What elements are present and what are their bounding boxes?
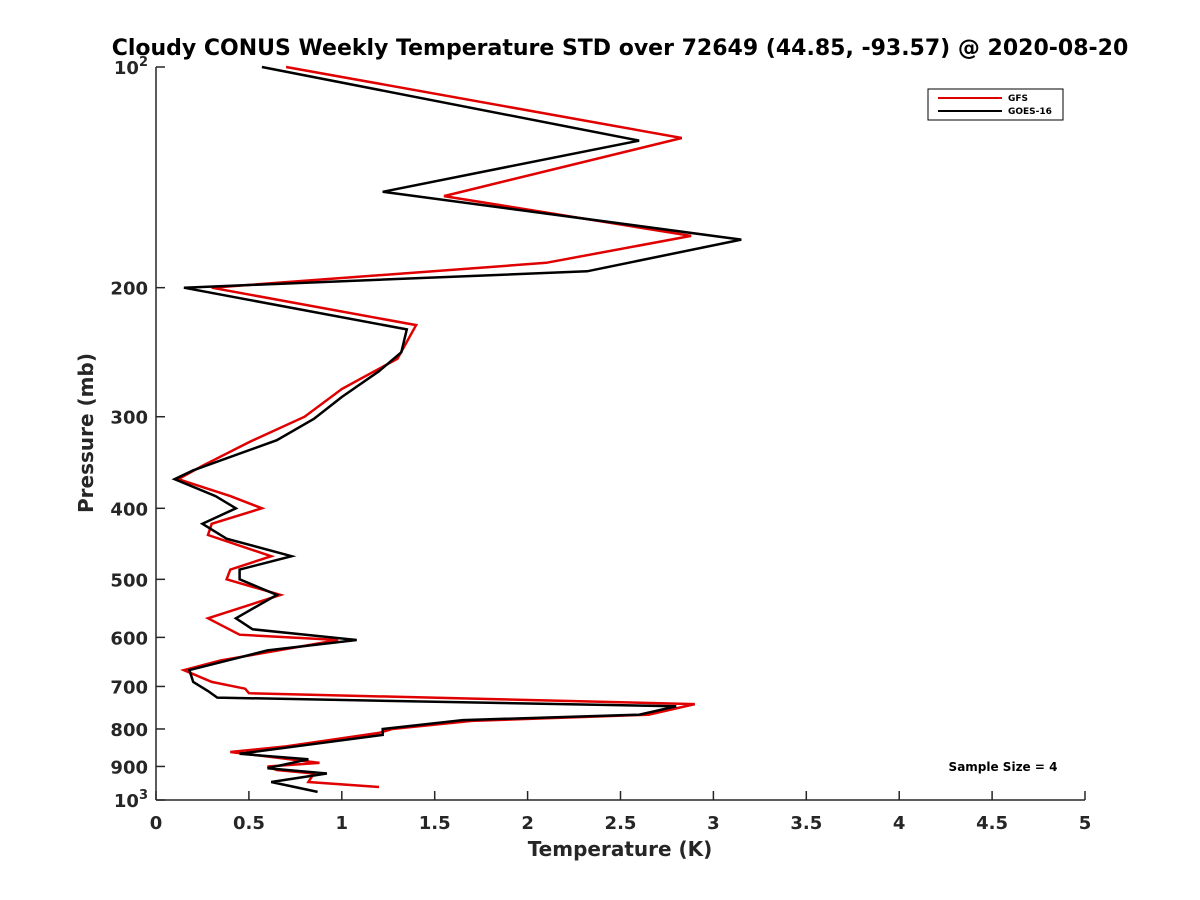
y-tick-label: 102 bbox=[114, 55, 148, 79]
legend: GFS GOES-16 bbox=[927, 88, 1064, 121]
y-ticks: 102 200 300 400 500 600 700 800 900 103 bbox=[110, 55, 165, 812]
y-axis-label: Pressure (mb) bbox=[74, 353, 98, 513]
legend-box bbox=[927, 88, 1064, 121]
series-line-goes-16 bbox=[171, 65, 742, 794]
x-tick-label: 5 bbox=[1079, 813, 1092, 834]
legend-label-goes16: GOES-16 bbox=[1008, 107, 1052, 117]
x-tick-label: 4.5 bbox=[976, 813, 1008, 834]
x-tick-label: 0 bbox=[150, 813, 163, 834]
sample-size-annotation: Sample Size = 4 bbox=[949, 760, 1058, 774]
x-tick-label: 1.5 bbox=[419, 813, 451, 834]
y-tick-label: 103 bbox=[114, 788, 148, 812]
x-tick-label: 0.5 bbox=[233, 813, 265, 834]
y-tick-label: 600 bbox=[110, 628, 148, 649]
x-tick-label: 1 bbox=[336, 813, 349, 834]
x-ticks: 0 0.5 1 1.5 2 2.5 3 3.5 4 4.5 5 bbox=[150, 791, 1092, 834]
series-layer bbox=[171, 65, 742, 794]
legend-label-gfs: GFS bbox=[1008, 94, 1028, 104]
x-tick-label: 4 bbox=[893, 813, 906, 834]
y-tick-label: 500 bbox=[110, 570, 148, 591]
y-tick-label: 400 bbox=[110, 499, 148, 520]
x-axis-label: Temperature (K) bbox=[528, 837, 713, 861]
y-tick-label: 700 bbox=[110, 677, 148, 698]
x-tick-label: 2 bbox=[521, 813, 534, 834]
y-tick-label: 200 bbox=[110, 279, 148, 300]
x-tick-label: 2.5 bbox=[605, 813, 637, 834]
x-tick-label: 3 bbox=[707, 813, 720, 834]
chart-title: Cloudy CONUS Weekly Temperature STD over… bbox=[112, 36, 1129, 61]
y-tick-label: 300 bbox=[110, 408, 148, 429]
y-tick-label: 800 bbox=[110, 720, 148, 741]
y-tick-label: 900 bbox=[110, 757, 148, 778]
x-tick-label: 3.5 bbox=[790, 813, 822, 834]
